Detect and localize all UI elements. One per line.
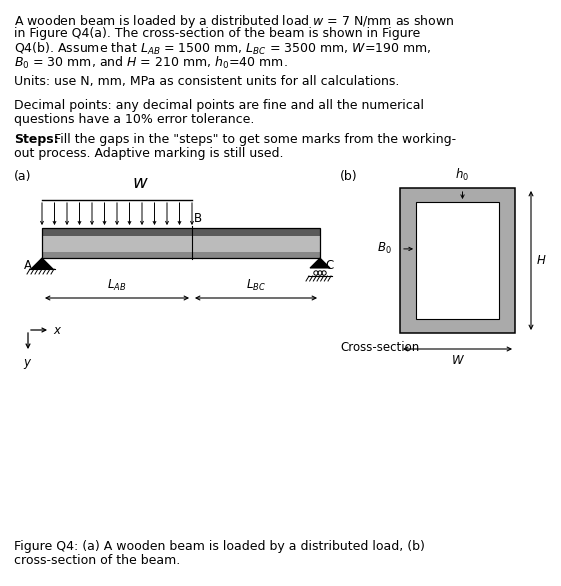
- Text: Figure Q4: (a) A wooden beam is loaded by a distributed load, (b): Figure Q4: (a) A wooden beam is loaded b…: [14, 540, 425, 553]
- Bar: [42, 252, 320, 258]
- Text: $\mathit{y}$: $\mathit{y}$: [24, 357, 33, 371]
- Text: $\mathit{x}$: $\mathit{x}$: [53, 323, 62, 336]
- Text: Q4(b). Assume that $\mathit{L}_{AB}$ = 1500 mm, $\mathit{L}_{BC}$ = 3500 mm, $\m: Q4(b). Assume that $\mathit{L}_{AB}$ = 1…: [14, 41, 431, 57]
- Text: (a): (a): [14, 170, 31, 183]
- Text: $\mathit{W}$: $\mathit{W}$: [450, 354, 465, 367]
- Text: Cross-section: Cross-section: [340, 341, 419, 354]
- Text: Fill the gaps in the "steps" to get some marks from the working-: Fill the gaps in the "steps" to get some…: [50, 133, 456, 146]
- Polygon shape: [310, 258, 330, 268]
- Polygon shape: [31, 258, 53, 269]
- Text: A wooden beam is loaded by a distributed load $\mathit{w}$ = 7 N/mm as shown: A wooden beam is loaded by a distributed…: [14, 13, 454, 30]
- Bar: [416, 202, 499, 319]
- Bar: [400, 188, 515, 333]
- Text: $\mathit{h}_0$: $\mathit{h}_0$: [456, 167, 470, 183]
- Text: $\mathit{L}_{BC}$: $\mathit{L}_{BC}$: [246, 278, 266, 293]
- Bar: [42, 228, 320, 258]
- Text: in Figure Q4(a). The cross-section of the beam is shown in Figure: in Figure Q4(a). The cross-section of th…: [14, 27, 420, 40]
- Text: C: C: [325, 259, 333, 272]
- Text: $\mathit{L}_{AB}$: $\mathit{L}_{AB}$: [107, 278, 127, 293]
- Text: $\mathit{w}$: $\mathit{w}$: [132, 174, 148, 192]
- Text: (b): (b): [340, 170, 357, 183]
- Text: Decimal points: any decimal points are fine and all the numerical: Decimal points: any decimal points are f…: [14, 99, 424, 112]
- Text: out process. Adaptive marking is still used.: out process. Adaptive marking is still u…: [14, 147, 283, 160]
- Bar: [42, 228, 320, 236]
- Text: A: A: [24, 259, 32, 272]
- Bar: [42, 236, 320, 252]
- Text: cross-section of the beam.: cross-section of the beam.: [14, 554, 180, 567]
- Text: questions have a 10% error tolerance.: questions have a 10% error tolerance.: [14, 113, 254, 126]
- Text: B: B: [194, 212, 202, 225]
- Text: Steps:: Steps:: [14, 133, 59, 146]
- Text: $\mathit{H}$: $\mathit{H}$: [536, 254, 546, 267]
- Text: $\mathit{B}_0$ = 30 mm, and $\mathit{H}$ = 210 mm, $\mathit{h}_0$=40 mm.: $\mathit{B}_0$ = 30 mm, and $\mathit{H}$…: [14, 55, 288, 71]
- Text: $\mathit{B}_0$: $\mathit{B}_0$: [378, 241, 392, 257]
- Text: Units: use N, mm, MPa as consistent units for all calculations.: Units: use N, mm, MPa as consistent unit…: [14, 75, 399, 88]
